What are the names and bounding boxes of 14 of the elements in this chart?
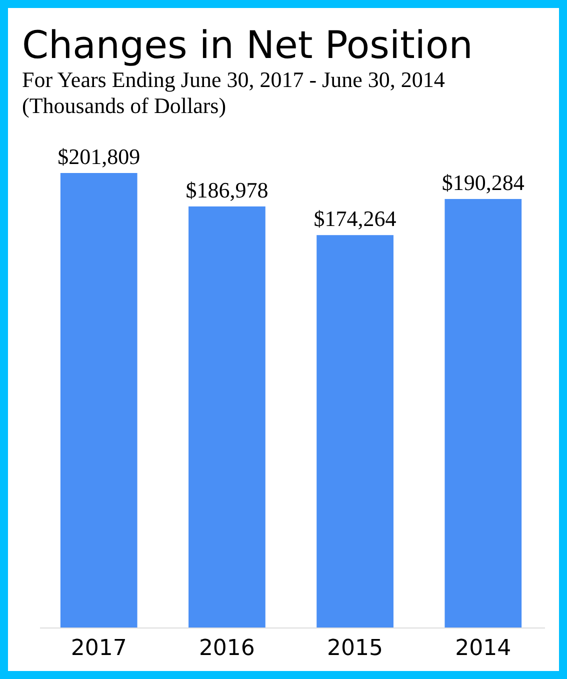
data-label: $174,264 xyxy=(314,206,396,232)
data-label: $186,978 xyxy=(186,177,268,202)
data-label: $190,284 xyxy=(442,170,524,195)
chart-title: Changes in Net Position xyxy=(22,23,473,67)
x-tick-label: 2016 xyxy=(198,636,255,661)
bar xyxy=(316,235,394,628)
bar xyxy=(188,206,266,628)
x-tick-label: 2014 xyxy=(455,636,512,661)
data-label: $201,809 xyxy=(58,144,140,169)
x-tick-label: 2017 xyxy=(70,636,127,661)
x-tick-label: 2015 xyxy=(327,636,384,661)
bar xyxy=(60,173,138,628)
bar xyxy=(444,198,522,628)
chart-subtitle: For Years Ending June 30, 2017 - June 30, 2014 (Thousands of Dollars) xyxy=(22,67,445,118)
